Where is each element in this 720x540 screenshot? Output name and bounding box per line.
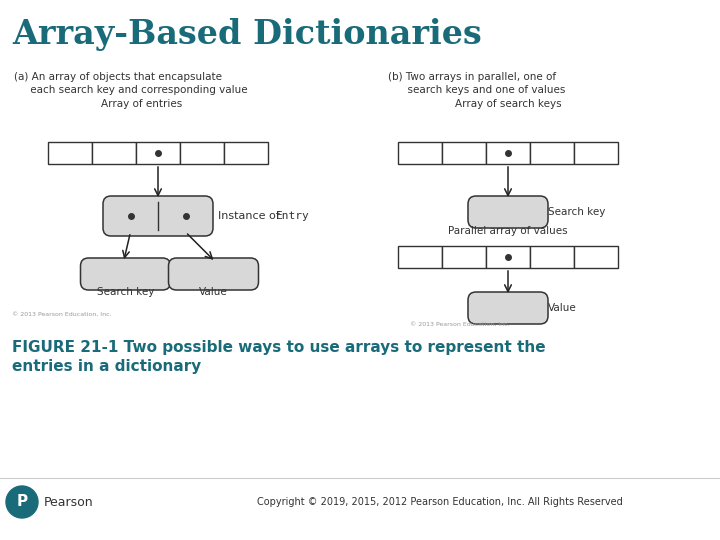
Bar (530, 246, 574, 268)
Text: Instance of: Instance of (218, 211, 283, 221)
Text: Value: Value (199, 287, 228, 297)
Bar (48, 142, 92, 164)
Text: © 2013 Pearson Education, Inc.: © 2013 Pearson Education, Inc. (12, 312, 112, 317)
Text: Search key: Search key (548, 207, 606, 217)
Text: FIGURE 21-1 Two possible ways to use arrays to represent the
entries in a dictio: FIGURE 21-1 Two possible ways to use arr… (12, 340, 546, 374)
Text: Parallel array of values: Parallel array of values (448, 226, 568, 236)
Text: P: P (17, 495, 27, 510)
FancyBboxPatch shape (468, 292, 548, 324)
FancyBboxPatch shape (103, 196, 213, 236)
Bar (574, 142, 618, 164)
FancyBboxPatch shape (168, 258, 258, 290)
Bar (486, 246, 530, 268)
Bar (442, 246, 486, 268)
Text: Array-Based Dictionaries: Array-Based Dictionaries (12, 18, 482, 51)
Bar (442, 142, 486, 164)
Bar (486, 142, 530, 164)
Text: Entry: Entry (276, 211, 310, 221)
Text: Search key: Search key (96, 287, 154, 297)
FancyBboxPatch shape (468, 196, 548, 228)
Text: Array of search keys: Array of search keys (455, 99, 562, 109)
Bar (136, 142, 180, 164)
Bar (224, 142, 268, 164)
Text: Pearson: Pearson (44, 496, 94, 509)
FancyBboxPatch shape (81, 258, 171, 290)
Bar (180, 142, 224, 164)
Text: (b) Two arrays in parallel, one of
      search keys and one of values: (b) Two arrays in parallel, one of searc… (388, 72, 565, 95)
Text: Array of entries: Array of entries (102, 99, 183, 109)
Text: Value: Value (548, 303, 577, 313)
Bar (530, 142, 574, 164)
Text: Copyright © 2019, 2015, 2012 Pearson Education, Inc. All Rights Reserved: Copyright © 2019, 2015, 2012 Pearson Edu… (257, 497, 623, 507)
Bar (574, 246, 618, 268)
Bar (398, 246, 442, 268)
Text: (a) An array of objects that encapsulate
     each search key and corresponding : (a) An array of objects that encapsulate… (14, 72, 248, 95)
Bar (92, 142, 136, 164)
Text: © 2013 Pearson Education, Inc.: © 2013 Pearson Education, Inc. (410, 322, 510, 327)
Circle shape (6, 486, 38, 518)
Bar (398, 142, 442, 164)
